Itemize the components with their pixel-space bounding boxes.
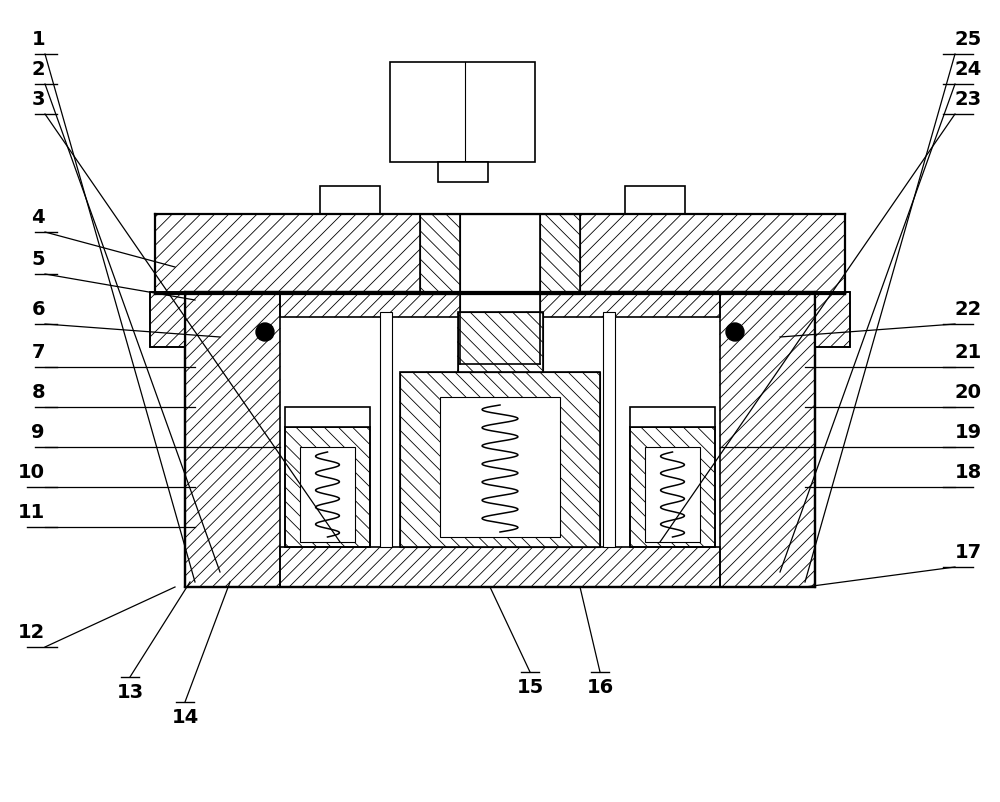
Bar — [390, 62, 535, 162]
Text: 14: 14 — [171, 708, 199, 727]
Text: 10: 10 — [18, 463, 45, 482]
Text: 21: 21 — [955, 343, 982, 362]
Text: 15: 15 — [516, 678, 544, 697]
Text: 4: 4 — [31, 208, 45, 227]
Bar — [420, 214, 580, 294]
Text: 9: 9 — [32, 423, 45, 442]
Bar — [285, 427, 370, 547]
Bar — [150, 292, 185, 347]
Text: 13: 13 — [116, 683, 144, 702]
Text: 6: 6 — [31, 300, 45, 319]
Text: 23: 23 — [955, 90, 982, 109]
Bar — [460, 214, 540, 364]
Bar — [438, 162, 488, 182]
Circle shape — [726, 323, 744, 341]
Text: 16: 16 — [586, 678, 614, 697]
Bar — [603, 312, 615, 547]
Bar — [458, 312, 542, 372]
Bar — [155, 214, 845, 294]
Bar — [720, 292, 815, 587]
Bar — [645, 447, 700, 542]
Bar — [630, 427, 715, 547]
Text: 1: 1 — [31, 30, 45, 49]
Bar — [280, 547, 720, 587]
Text: 25: 25 — [955, 30, 982, 49]
Text: 5: 5 — [31, 250, 45, 269]
Text: 3: 3 — [32, 90, 45, 109]
Bar — [380, 312, 392, 547]
Text: 18: 18 — [955, 463, 982, 482]
Bar — [815, 292, 850, 347]
Text: 12: 12 — [18, 623, 45, 642]
Circle shape — [256, 323, 274, 341]
Bar — [440, 397, 560, 537]
Bar — [300, 447, 355, 542]
Bar — [458, 312, 542, 372]
Text: 24: 24 — [955, 60, 982, 79]
Text: 22: 22 — [955, 300, 982, 319]
Text: 2: 2 — [31, 60, 45, 79]
Bar — [400, 372, 600, 547]
Bar — [420, 214, 580, 294]
Bar — [320, 186, 380, 214]
Bar — [400, 372, 600, 547]
Bar — [625, 186, 685, 214]
Bar — [185, 292, 280, 587]
Bar — [280, 292, 720, 317]
Text: 8: 8 — [31, 383, 45, 402]
Text: 19: 19 — [955, 423, 982, 442]
Bar — [630, 407, 715, 427]
Text: 20: 20 — [955, 383, 982, 402]
Text: 7: 7 — [32, 343, 45, 362]
Bar — [150, 292, 185, 347]
Bar — [285, 407, 370, 427]
Text: 17: 17 — [955, 543, 982, 562]
Bar — [815, 292, 850, 347]
Bar — [185, 292, 815, 587]
Bar — [285, 427, 370, 547]
Bar — [630, 427, 715, 547]
Text: 11: 11 — [18, 503, 45, 522]
